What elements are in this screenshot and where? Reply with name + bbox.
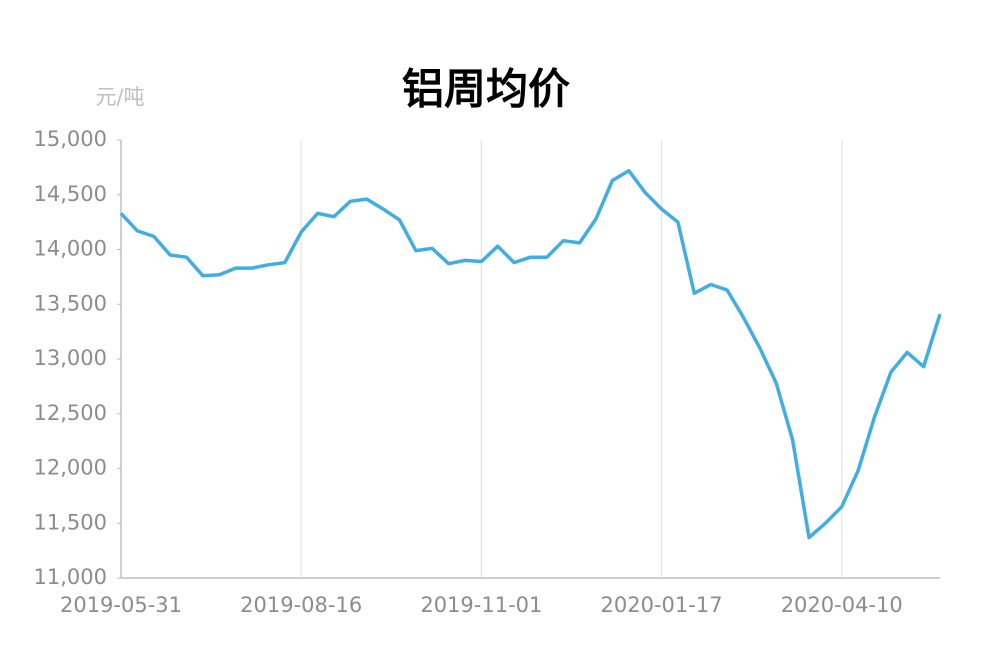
line bbox=[119, 168, 942, 540]
x-tick-label: 2019-11-01 bbox=[420, 593, 542, 617]
y-tick-label: 13,500 bbox=[34, 291, 107, 315]
y-tick-label: 14,500 bbox=[34, 182, 107, 206]
x-tick-label: 2020-01-17 bbox=[601, 593, 723, 617]
x-tick-label: 2019-05-31 bbox=[60, 593, 182, 617]
y-unit: 元/吨 bbox=[95, 85, 144, 109]
x-tick-label: 2020-04-10 bbox=[781, 593, 903, 617]
y-tick-label: 14,000 bbox=[34, 237, 107, 261]
x-tick-label: 2019-08-16 bbox=[240, 593, 362, 617]
y-tick-label: 12,500 bbox=[34, 401, 107, 425]
y-tick-label: 12,000 bbox=[34, 456, 107, 480]
y-tick-label: 13,000 bbox=[34, 346, 107, 370]
grid bbox=[117, 139, 843, 579]
y-tick-label: 15,000 bbox=[34, 127, 107, 151]
chart-title: 铝周均价 bbox=[402, 65, 570, 114]
y-tick-label: 11,500 bbox=[34, 510, 107, 534]
y-tick-label: 11,000 bbox=[34, 565, 107, 589]
